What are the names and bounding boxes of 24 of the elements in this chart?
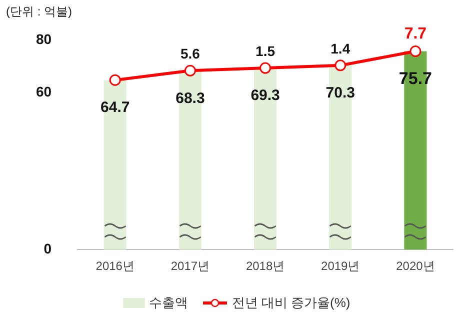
annotation: 1.5 [256, 42, 276, 59]
annotation: 1.4 [330, 40, 350, 56]
legend-label: 수출액 [148, 294, 188, 312]
data-label: 70.3 [326, 84, 355, 102]
y-tick-label: 0 [44, 240, 52, 256]
y-tick-label: 80 [36, 30, 52, 47]
annotation: 5.6 [180, 46, 200, 62]
x-tick-label: 2016년 [96, 259, 134, 274]
legend-label: 전년 대비 증가율(%) [232, 294, 350, 312]
annotation: 7.7 [404, 26, 427, 43]
point [410, 46, 422, 58]
data-label: 68.3 [176, 90, 205, 107]
data-label: 64.7 [100, 99, 130, 116]
point [109, 74, 121, 86]
text: (단위 : 억불) [6, 4, 72, 18]
point [184, 64, 196, 76]
point [334, 60, 346, 72]
x-tick-label: 2019년 [321, 259, 360, 274]
x-tick-label: 2018년 [246, 259, 285, 274]
y-tick-label: 60 [36, 83, 52, 100]
x-tick-label: 2017년 [170, 259, 210, 274]
data-label: 69.3 [250, 87, 280, 104]
point [260, 62, 272, 74]
x-tick-label: 2020년 [396, 259, 435, 274]
